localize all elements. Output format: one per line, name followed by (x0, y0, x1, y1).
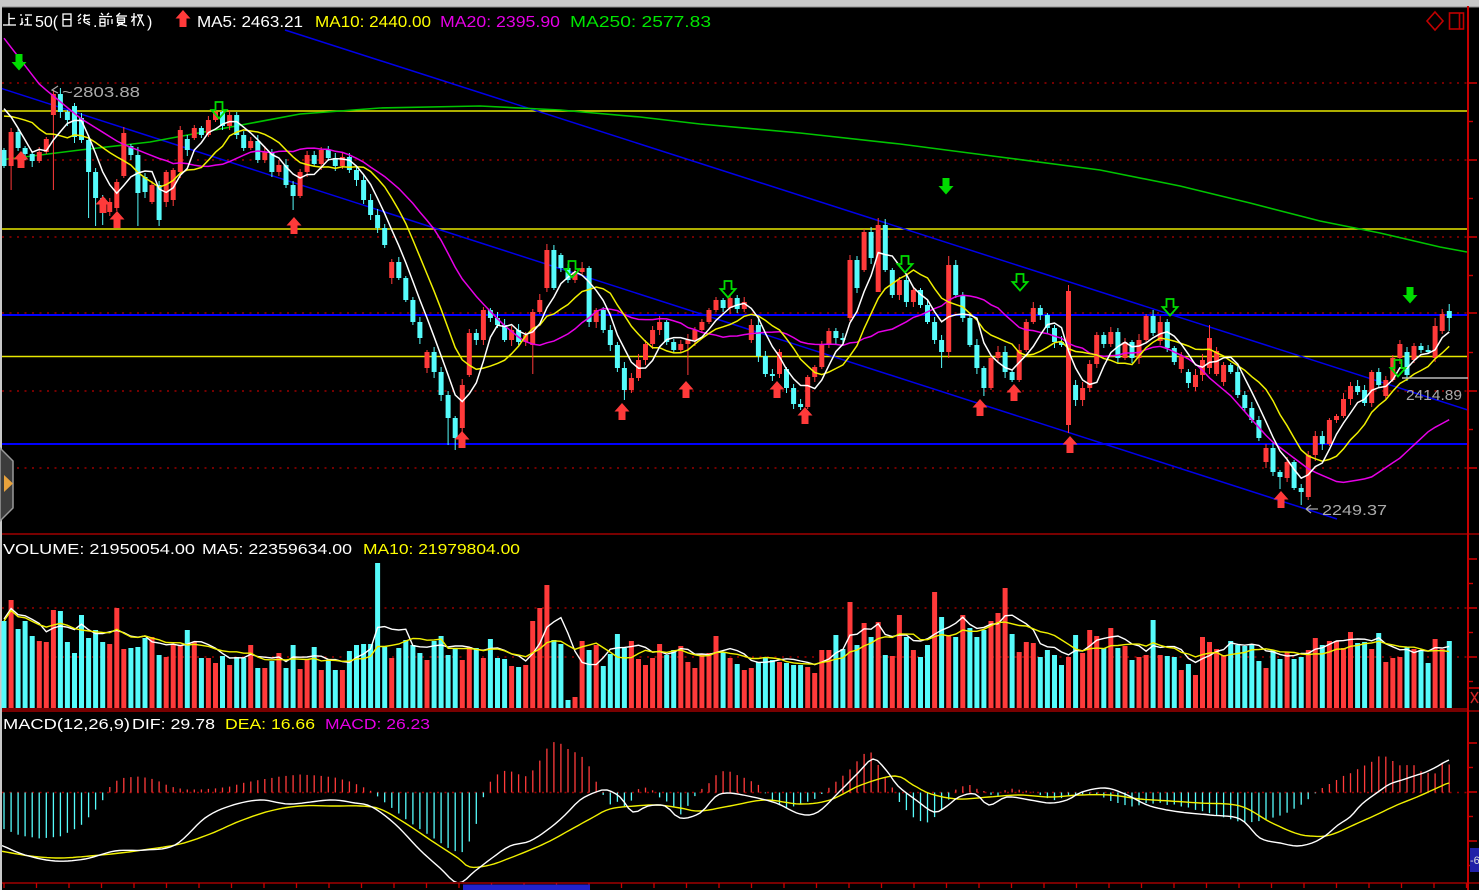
svg-text:~2803.88: ~2803.88 (62, 84, 140, 101)
svg-text:.: . (93, 14, 97, 31)
svg-text:DEA: 16.66: DEA: 16.66 (225, 716, 315, 733)
svg-text:MACD(12,26,9): MACD(12,26,9) (3, 716, 130, 733)
svg-text:MA20: 2395.90: MA20: 2395.90 (440, 14, 560, 31)
svg-text:MA5: 2463.21: MA5: 2463.21 (197, 14, 303, 31)
svg-text:DIF: 29.78: DIF: 29.78 (132, 716, 215, 733)
svg-text:2414.89: 2414.89 (1406, 387, 1462, 404)
svg-text:MACD: 26.23: MACD: 26.23 (325, 716, 430, 733)
svg-text:MA10: 2440.00: MA10: 2440.00 (315, 14, 431, 31)
svg-text:-6: -6 (1470, 855, 1479, 867)
svg-text:50(: 50( (35, 14, 59, 31)
svg-text:): ) (147, 14, 152, 31)
svg-text:VOLUME: 21950054.00: VOLUME: 21950054.00 (3, 541, 195, 558)
svg-text:MA5: 22359634.00: MA5: 22359634.00 (202, 541, 352, 558)
svg-text:MA10: 21979804.00: MA10: 21979804.00 (363, 541, 520, 558)
svg-text:MA250: 2577.83: MA250: 2577.83 (570, 14, 711, 31)
svg-text:2249.37: 2249.37 (1322, 502, 1387, 519)
